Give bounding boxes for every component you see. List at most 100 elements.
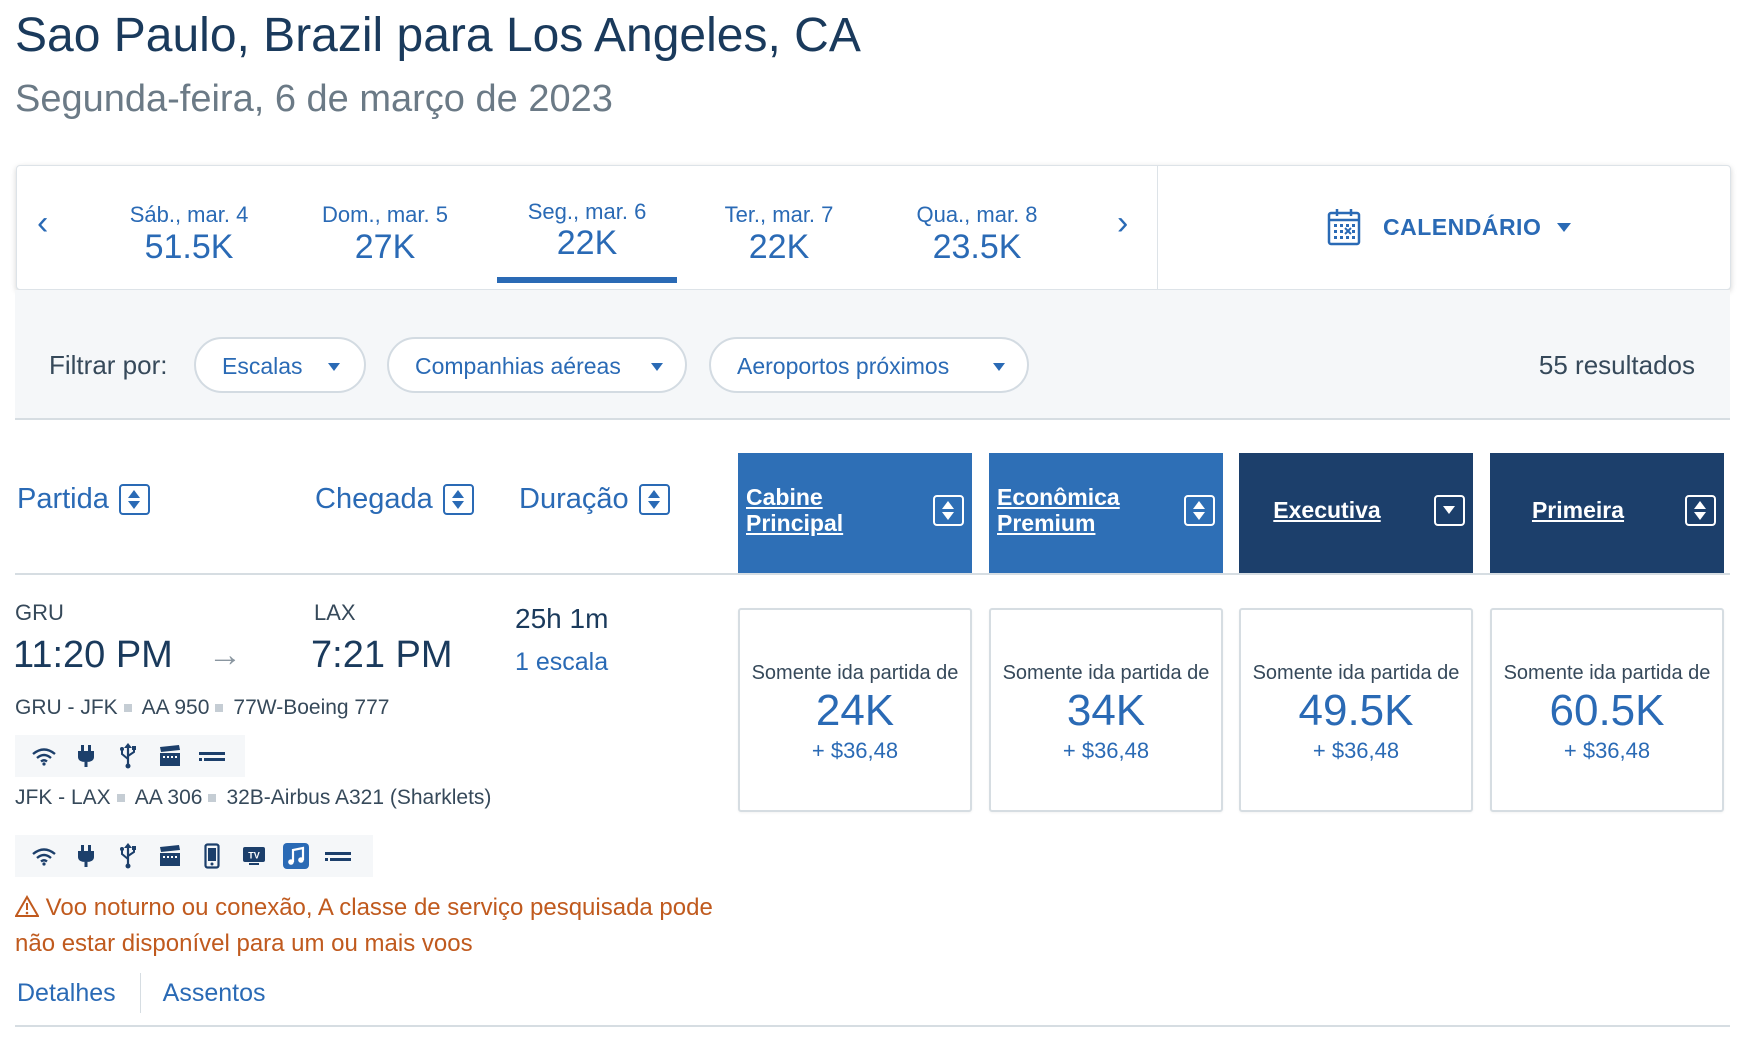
price-from-label: Somente ida partida de bbox=[1002, 662, 1210, 684]
flight-links: Detalhes Assentos bbox=[17, 973, 266, 1013]
price-miles: 60.5K bbox=[1549, 686, 1665, 735]
separator-dot bbox=[123, 704, 132, 713]
sort-departure-label: Partida bbox=[17, 483, 109, 515]
entertainment-icon bbox=[149, 739, 191, 773]
date-option-mon-mar-6-selected[interactable]: Seg., mar. 6 22K bbox=[497, 166, 677, 289]
chevron-left-icon[interactable]: ‹ bbox=[37, 204, 49, 242]
segment-route: JFK - LAX bbox=[15, 786, 111, 809]
cabin-business-header[interactable]: Executiva bbox=[1239, 453, 1473, 573]
sort-arrival[interactable]: Chegada bbox=[315, 483, 474, 516]
seats-link[interactable]: Assentos bbox=[162, 978, 266, 1007]
price-miles: 24K bbox=[815, 686, 895, 735]
segment-2-amenities: TV bbox=[15, 835, 373, 877]
price-card-first[interactable]: Somente ida partida de 60.5K + $36,48 bbox=[1490, 608, 1724, 812]
divider bbox=[139, 973, 141, 1013]
filter-nearby-airports-dropdown[interactable]: Aeroportos próximos bbox=[709, 337, 1029, 393]
stops-link[interactable]: 1 escala bbox=[515, 648, 609, 676]
filter-airlines-dropdown[interactable]: Companhias aéreas bbox=[387, 337, 687, 393]
cabin-label-line1: Cabine bbox=[746, 484, 823, 510]
lie-flat-seat-icon bbox=[317, 839, 359, 873]
cabin-premium-economy-header[interactable]: Econômica Premium bbox=[989, 453, 1223, 573]
cabin-label-line2: Principal bbox=[746, 510, 844, 536]
wifi-icon bbox=[23, 839, 65, 873]
music-icon bbox=[275, 839, 317, 873]
calendar-label: CALENDÁRIO bbox=[1383, 213, 1542, 240]
segment-flight-number: AA 950 bbox=[141, 696, 210, 719]
svg-text:TV: TV bbox=[248, 851, 260, 861]
segment-2-info: JFK - LAX AA 306 32B-Airbus A321 (Sharklet… bbox=[15, 786, 491, 810]
usb-icon bbox=[107, 839, 149, 873]
cabin-first-header[interactable]: Primeira bbox=[1490, 453, 1724, 573]
price-taxes: + $36,48 bbox=[1312, 738, 1400, 763]
date-option-sun-mar-5[interactable]: Dom., mar. 5 27K bbox=[295, 166, 475, 289]
page-subtitle-date: Segunda-feira, 6 de março de 2023 bbox=[15, 78, 613, 120]
warning-icon bbox=[14, 890, 40, 926]
warning-text: Voo noturno ou conexão, A classe de serv… bbox=[15, 894, 713, 957]
divider bbox=[15, 573, 1730, 575]
mobile-device-icon bbox=[191, 839, 233, 873]
cabin-label-line1: Econômica bbox=[997, 484, 1120, 510]
price-card-premium-economy[interactable]: Somente ida partida de 34K + $36,48 bbox=[989, 608, 1223, 812]
price-miles: 49.5K bbox=[1298, 686, 1414, 735]
cabin-label: Executiva bbox=[1273, 497, 1381, 523]
segment-aircraft: 32B-Airbus A321 (Sharklets) bbox=[226, 786, 492, 809]
cabin-label: Primeira bbox=[1531, 497, 1625, 523]
date-option-sat-mar-4[interactable]: Sáb., mar. 4 51.5K bbox=[99, 166, 279, 289]
flight-duration: 25h 1m bbox=[515, 603, 609, 634]
sort-icon bbox=[933, 495, 964, 526]
sort-icon bbox=[638, 484, 670, 515]
date-label: Qua., mar. 8 bbox=[916, 202, 1038, 227]
date-price: 22K bbox=[748, 228, 810, 266]
price-taxes: + $36,48 bbox=[1062, 738, 1150, 763]
arrival-time: 7:21 PM bbox=[311, 634, 453, 676]
price-card-business[interactable]: Somente ida partida de 49.5K + $36,48 bbox=[1239, 608, 1473, 812]
results-count: 55 resultados bbox=[1538, 350, 1695, 380]
sort-icon bbox=[118, 484, 150, 515]
destination-code: LAX bbox=[314, 600, 356, 625]
date-price: 27K bbox=[354, 228, 416, 266]
sort-icon bbox=[1685, 495, 1716, 526]
calendar-icon bbox=[1327, 209, 1361, 246]
sort-duration[interactable]: Duração bbox=[519, 483, 670, 516]
sort-departure[interactable]: Partida bbox=[17, 483, 150, 516]
date-option-tue-mar-7[interactable]: Ter., mar. 7 22K bbox=[689, 166, 869, 289]
date-selector: ‹ Sáb., mar. 4 51.5K Dom., mar. 5 27K Se… bbox=[16, 165, 1731, 290]
segment-aircraft: 77W-Boeing 777 bbox=[233, 696, 390, 719]
date-price: 51.5K bbox=[144, 228, 234, 266]
cabin-main-header[interactable]: Cabine Principal bbox=[738, 453, 972, 573]
sort-arrival-label: Chegada bbox=[315, 483, 433, 515]
price-taxes: + $36,48 bbox=[811, 738, 899, 763]
segment-route: GRU - JFK bbox=[15, 696, 118, 719]
overnight-warning: Voo noturno ou conexão, A classe de serv… bbox=[14, 890, 715, 962]
sort-descending-icon bbox=[1434, 495, 1465, 526]
arrow-right-icon: → bbox=[208, 636, 242, 674]
filter-label: Filtrar por: bbox=[49, 350, 168, 380]
departure-time: 11:20 PM bbox=[13, 634, 173, 676]
sort-duration-label: Duração bbox=[519, 483, 629, 515]
date-label: Ter., mar. 7 bbox=[724, 202, 834, 227]
filter-stops-dropdown[interactable]: Escalas bbox=[194, 337, 366, 393]
power-outlet-icon bbox=[65, 839, 107, 873]
divider bbox=[15, 1025, 1730, 1027]
price-card-main-cabin[interactable]: Somente ida partida de 24K + $36,48 bbox=[738, 608, 972, 812]
segment-1-amenities bbox=[15, 735, 245, 777]
filter-airlines-label: Companhias aéreas bbox=[415, 353, 621, 379]
cabin-label: Cabine Principal bbox=[746, 484, 843, 536]
divider bbox=[1157, 166, 1158, 289]
price-from-label: Somente ida partida de bbox=[751, 662, 959, 684]
filter-bar: Filtrar por: Escalas Companhias aéreas A… bbox=[15, 290, 1730, 420]
calendar-button[interactable]: CALENDÁRIO bbox=[1327, 208, 1572, 246]
price-taxes: + $36,48 bbox=[1563, 738, 1651, 763]
caret-down-icon bbox=[328, 363, 340, 371]
details-link[interactable]: Detalhes bbox=[17, 978, 116, 1007]
cabin-label-line2: Premium bbox=[997, 510, 1096, 536]
cabin-label: Econômica Premium bbox=[997, 484, 1120, 536]
separator-dot bbox=[208, 794, 217, 803]
chevron-right-icon[interactable]: › bbox=[1117, 204, 1129, 242]
date-option-wed-mar-8[interactable]: Qua., mar. 8 23.5K bbox=[887, 166, 1067, 289]
origin-code: GRU bbox=[15, 600, 64, 625]
date-label: Seg., mar. 6 bbox=[527, 199, 647, 224]
date-price: 23.5K bbox=[932, 228, 1022, 266]
wifi-icon bbox=[23, 739, 65, 773]
price-from-label: Somente ida partida de bbox=[1252, 662, 1460, 684]
